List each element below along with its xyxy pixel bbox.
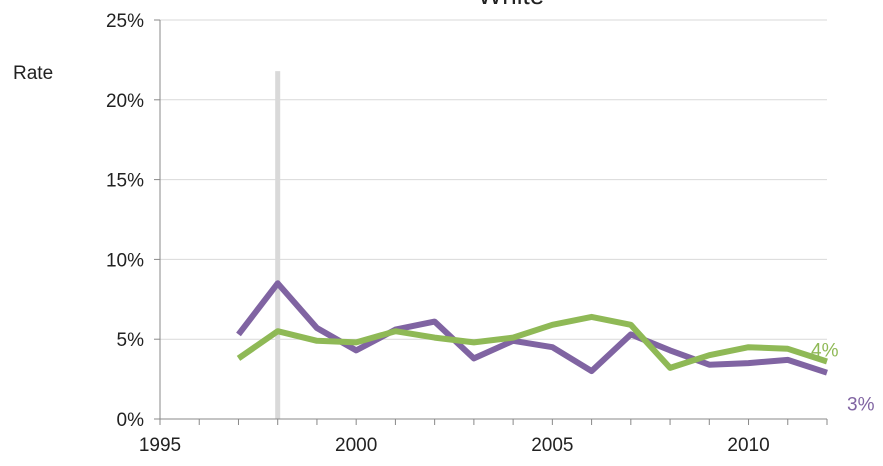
y-tick-label: 10% (106, 250, 144, 271)
gridlines (160, 19, 827, 340)
y-tick-label: 0% (117, 410, 145, 431)
x-tick-label: 2000 (335, 435, 377, 456)
x-tick-label: 2005 (531, 435, 573, 456)
x-tick-label: 1995 (139, 435, 181, 456)
axes: 0% 5% 10% 15% 20% 25% 1995 2000 2005 2010 (106, 11, 828, 456)
series-line-0 (236, 280, 828, 376)
y-tick-label: 20% (106, 91, 144, 112)
x-tick-label: 2010 (727, 435, 769, 456)
series-end-label: 4% (811, 341, 839, 362)
y-axis-title: Rate (13, 63, 53, 84)
series-end-label: 3% (847, 395, 875, 416)
y-tick-label: 25% (106, 11, 144, 32)
series-group (236, 280, 828, 376)
chart-title: White (478, 0, 544, 10)
y-tick-label: 15% (106, 171, 144, 192)
series-line-1 (236, 313, 828, 371)
labels-group: 3% 4% (811, 341, 875, 416)
y-tick-label: 5% (117, 330, 145, 351)
